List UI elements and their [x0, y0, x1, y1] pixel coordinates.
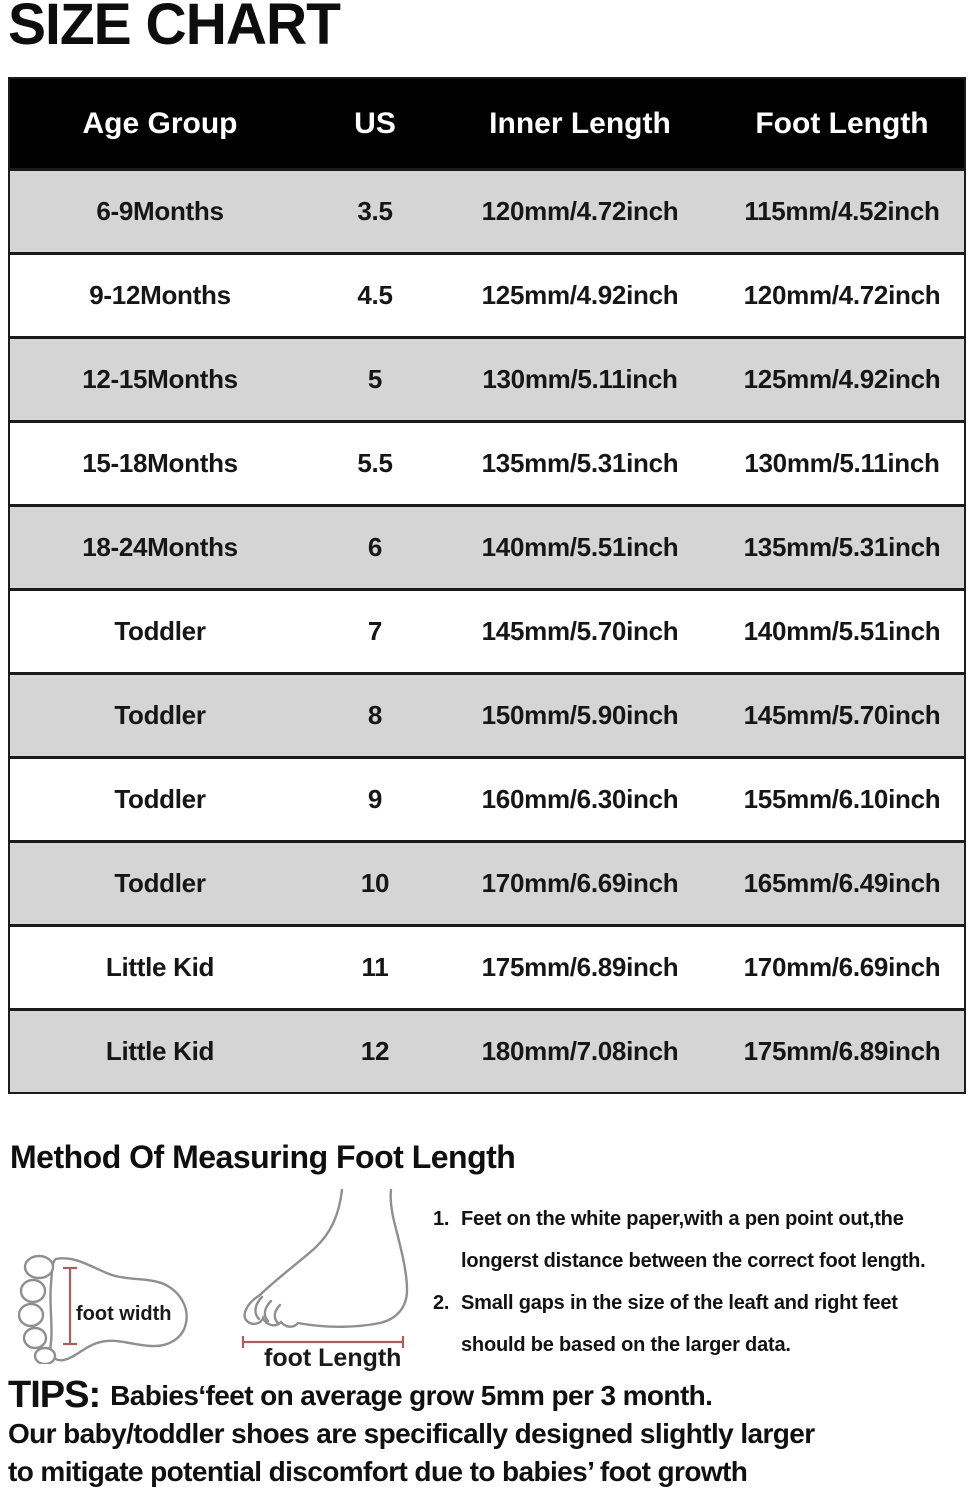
toe-icon	[23, 1254, 55, 1280]
cell-foot-length: 175mm/6.89inch	[743, 1036, 941, 1066]
step-number: 1.	[433, 1208, 450, 1230]
cell-us-size: 9	[367, 784, 383, 814]
cell-foot-length: 130mm/5.11inch	[744, 448, 940, 478]
cell-us-size: 5	[367, 364, 383, 394]
cell-inner-length: 130mm/5.11inch	[482, 364, 678, 394]
tips-line-1: TIPS: Babies‘feet on average grow 5mm per…	[8, 1376, 978, 1415]
toe-icon	[19, 1278, 47, 1304]
foot-width-measure-line	[63, 1266, 77, 1346]
cell-age-group: 9-12Months	[89, 280, 231, 310]
cell-age-group: Little Kid	[105, 952, 215, 982]
step-text: Feet on the white paper,with a pen point…	[461, 1208, 904, 1230]
cell-age-group: 6-9Months	[96, 196, 224, 226]
toe-icon	[33, 1346, 57, 1364]
cell-age-group: Toddler	[114, 868, 206, 898]
cell-inner-length: 175mm/6.89inch	[481, 952, 679, 982]
step-text: longerst distance between the correct fo…	[461, 1250, 926, 1272]
tips-section: TIPS: Babies‘feet on average grow 5mm per…	[8, 1376, 978, 1491]
cell-inner-length: 145mm/5.70inch	[481, 616, 679, 646]
cell-us-size: 10	[360, 868, 390, 898]
foot-length-diagram	[241, 1188, 409, 1348]
cell-us-size: 11	[361, 952, 389, 982]
cell-us-size: 7	[367, 616, 383, 646]
method-section-heading: Method Of Measuring Foot Length	[10, 1139, 516, 1175]
foot-width-label: foot width	[76, 1303, 172, 1325]
header-inner-length: Inner Length	[489, 106, 671, 140]
cell-inner-length: 135mm/5.31inch	[481, 448, 679, 478]
cell-foot-length: 145mm/5.70inch	[743, 700, 941, 730]
cell-us-size: 3.5	[357, 196, 393, 226]
table-row: 12-15Months 5 130mm/5.11inch 125mm/4.92inch	[10, 336, 964, 420]
header-us: US	[354, 106, 396, 140]
measuring-steps: 1. Feet on the white paper,with a pen po…	[433, 1198, 978, 1366]
cell-us-size: 4.5	[357, 280, 393, 310]
header-foot-length: Foot Length	[755, 106, 929, 140]
cell-us-size: 12	[360, 1036, 390, 1066]
header-age-group: Age Group	[82, 106, 238, 140]
foot-width-diagram	[18, 1254, 188, 1364]
cell-inner-length: 125mm/4.92inch	[481, 280, 679, 310]
cell-inner-length: 180mm/7.08inch	[481, 1036, 679, 1066]
table-row: 6-9Months 3.5 120mm/4.72inch 115mm/4.52inch	[10, 168, 964, 252]
cell-foot-length: 120mm/4.72inch	[743, 280, 941, 310]
cell-age-group: 12-15Months	[82, 364, 238, 394]
table-row: 15-18Months 5.5 135mm/5.31inch 130mm/5.11in…	[10, 420, 964, 504]
cell-age-group: Little Kid	[105, 1036, 215, 1066]
table-row: Toddler 8 150mm/5.90inch 145mm/5.70inch	[10, 672, 964, 756]
cell-foot-length: 125mm/4.92inch	[743, 364, 941, 394]
table-row: Toddler 7 145mm/5.70inch 140mm/5.51inch	[10, 588, 964, 672]
tips-line-3: to mitigate potential discomfort due to …	[8, 1456, 748, 1487]
cell-us-size: 8	[367, 700, 383, 730]
cell-foot-length: 135mm/5.31inch	[743, 532, 941, 562]
cell-foot-length: 165mm/6.49inch	[743, 868, 941, 898]
table-header-row: Age Group US Inner Length Foot Length	[10, 79, 964, 168]
table-row: 9-12Months 4.5 125mm/4.92inch 120mm/4.72inc…	[10, 252, 964, 336]
cell-inner-length: 170mm/6.69inch	[481, 868, 679, 898]
cell-inner-length: 120mm/4.72inch	[481, 196, 679, 226]
foot-length-measure-line	[241, 1336, 405, 1348]
page-title: SIZE CHART	[8, 0, 341, 58]
table-row: Toddler 10 170mm/6.69inch 165mm/6.49inch	[10, 840, 964, 924]
cell-foot-length: 140mm/5.51inch	[743, 616, 941, 646]
table-row: Toddler 9 160mm/6.30inch 155mm/6.10inch	[10, 756, 964, 840]
tips-line-2: Our baby/toddler shoes are specifically …	[8, 1418, 815, 1449]
cell-age-group: 15-18Months	[82, 448, 238, 478]
step-1: 1. Feet on the white paper,with a pen po…	[433, 1198, 978, 1282]
size-chart-table: Age Group US Inner Length Foot Length 6-…	[8, 77, 966, 1094]
toe-icon	[22, 1326, 48, 1350]
cell-us-size: 6	[367, 532, 383, 562]
cell-inner-length: 150mm/5.90inch	[481, 700, 679, 730]
cell-us-size: 5.5	[357, 448, 393, 478]
cell-inner-length: 160mm/6.30inch	[481, 784, 679, 814]
step-text: should be based on the larger data.	[461, 1334, 791, 1356]
foot-length-label: foot Length	[264, 1344, 402, 1372]
step-2: 2. Small gaps in the size of the leaft a…	[433, 1282, 978, 1366]
cell-foot-length: 170mm/6.69inch	[743, 952, 941, 982]
table-row: Little Kid 11 175mm/6.89inch 170mm/6.69inch	[10, 924, 964, 1008]
cell-age-group: 18-24Months	[82, 532, 238, 562]
tips-label: TIPS:	[8, 1374, 101, 1416]
cell-foot-length: 155mm/6.10inch	[743, 784, 941, 814]
step-number: 2.	[433, 1292, 450, 1314]
cell-age-group: Toddler	[114, 616, 206, 646]
cell-age-group: Toddler	[114, 700, 206, 730]
table-row: 18-24Months 6 140mm/5.51inch 135mm/5.31inch	[10, 504, 964, 588]
cell-age-group: Toddler	[114, 784, 206, 814]
cell-foot-length: 115mm/4.52inch	[744, 196, 940, 226]
foot-outline-side-view	[243, 1188, 409, 1328]
tips-text: Babies‘feet on average grow 5mm per 3 mo…	[110, 1380, 713, 1411]
cell-inner-length: 140mm/5.51inch	[481, 532, 679, 562]
step-text: Small gaps in the size of the leaft and …	[461, 1292, 898, 1314]
toe-icon	[18, 1302, 45, 1328]
foot-outline-top-view	[49, 1257, 188, 1362]
size-table-body: 6-9Months 3.5 120mm/4.72inch 115mm/4.52inch…	[10, 168, 964, 1092]
toe-crease-lines	[254, 1295, 282, 1325]
table-row: Little Kid 12 180mm/7.08inch 175mm/6.89inch	[10, 1008, 964, 1092]
